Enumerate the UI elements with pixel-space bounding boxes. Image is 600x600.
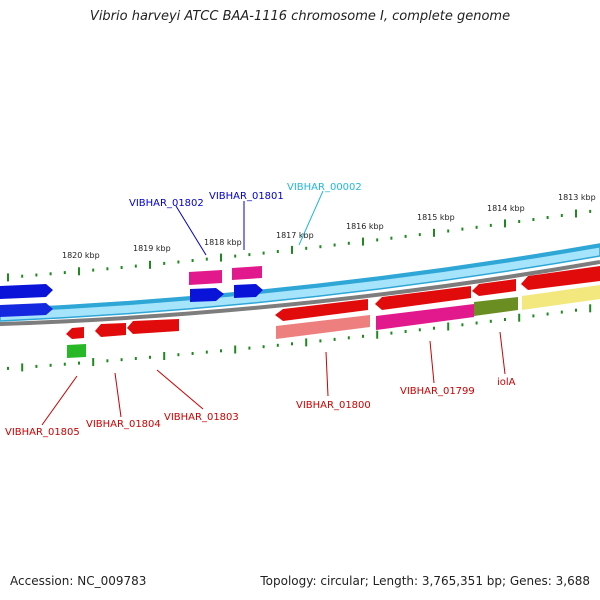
gene-vibhar-01805-green[interactable] bbox=[67, 344, 86, 358]
scale-label-1818: 1818 kbp bbox=[204, 238, 242, 247]
scale-label-1820: 1820 kbp bbox=[62, 251, 100, 260]
scale-label-1816: 1816 kbp bbox=[346, 222, 384, 231]
label-vibhar-01805[interactable]: VIBHAR_01805 bbox=[5, 427, 80, 438]
scale-label-1813: 1813 kbp bbox=[558, 193, 596, 202]
gene-vibhar-01799[interactable] bbox=[375, 286, 471, 310]
rna-gene-vibhar-00002-a[interactable] bbox=[189, 270, 222, 285]
leader-vibhar-01802 bbox=[175, 205, 207, 256]
leader-vibhar-01803 bbox=[156, 369, 204, 410]
label-vibhar-01803[interactable]: VIBHAR_01803 bbox=[164, 412, 239, 423]
label-vibhar-01804[interactable]: VIBHAR_01804 bbox=[86, 419, 161, 430]
leader-vibhar-00002 bbox=[298, 190, 324, 246]
gene-labels: VIBHAR_01802 VIBHAR_01801 VIBHAR_00002 V… bbox=[5, 182, 516, 438]
gene-vibhar-01804[interactable] bbox=[95, 323, 126, 337]
genome-summary-text: Topology: circular; Length: 3,765,351 bp… bbox=[260, 574, 590, 588]
gene-vibhar-01800[interactable] bbox=[275, 299, 368, 321]
label-vibhar-01802[interactable]: VIBHAR_01802 bbox=[129, 198, 204, 209]
gene-iola[interactable] bbox=[472, 279, 516, 296]
scale-label-1819: 1819 kbp bbox=[133, 244, 171, 253]
gene-iola-olive[interactable] bbox=[474, 297, 518, 316]
backbone-gray-track bbox=[0, 260, 600, 326]
gene-vibhar-01805-forward[interactable] bbox=[0, 284, 53, 299]
scale-label-1817: 1817 kbp bbox=[276, 231, 314, 240]
leader-vibhar-01804 bbox=[114, 372, 122, 418]
label-vibhar-01801[interactable]: VIBHAR_01801 bbox=[209, 191, 284, 202]
gene-vibhar-01802[interactable] bbox=[190, 288, 224, 302]
label-leaders-top bbox=[175, 190, 324, 256]
label-vibhar-01800[interactable]: VIBHAR_01800 bbox=[296, 400, 371, 411]
label-vibhar-01799[interactable]: VIBHAR_01799 bbox=[400, 386, 475, 397]
gene-vibhar-01803[interactable] bbox=[127, 319, 179, 334]
backbone-blue-highlight bbox=[0, 244, 600, 313]
accession-text: Accession: NC_009783 bbox=[10, 574, 147, 588]
scale-ticks bbox=[7, 209, 592, 372]
leader-vibhar-01800 bbox=[325, 351, 329, 397]
gene-vibhar-01805-forward-rna[interactable] bbox=[0, 303, 53, 317]
gene-vibhar-01801[interactable] bbox=[234, 284, 263, 298]
gene-vibhar-01800-rna[interactable] bbox=[276, 315, 370, 339]
gene-right-yellow[interactable] bbox=[522, 285, 600, 310]
scale-label-1814: 1814 kbp bbox=[487, 204, 525, 213]
scale-label-1815: 1815 kbp bbox=[417, 213, 455, 222]
leader-vibhar-01805 bbox=[41, 375, 78, 426]
label-iola[interactable]: iolA bbox=[497, 377, 516, 388]
leader-vibhar-01799 bbox=[429, 340, 435, 384]
leader-iola bbox=[499, 331, 506, 375]
rna-gene-vibhar-00002-b[interactable] bbox=[232, 266, 262, 280]
label-vibhar-00002[interactable]: VIBHAR_00002 bbox=[287, 182, 362, 193]
gene-vibhar-01799-rna[interactable] bbox=[376, 304, 474, 330]
map-title: Vibrio harveyi ATCC BAA-1116 chromosome … bbox=[89, 9, 511, 24]
scale-labels: 1820 kbp 1819 kbp 1818 kbp 1817 kbp 1816… bbox=[62, 193, 596, 260]
label-leaders-bottom bbox=[41, 331, 506, 426]
gene-vibhar-01805[interactable] bbox=[66, 327, 84, 339]
gene-right-reverse[interactable] bbox=[521, 266, 600, 290]
